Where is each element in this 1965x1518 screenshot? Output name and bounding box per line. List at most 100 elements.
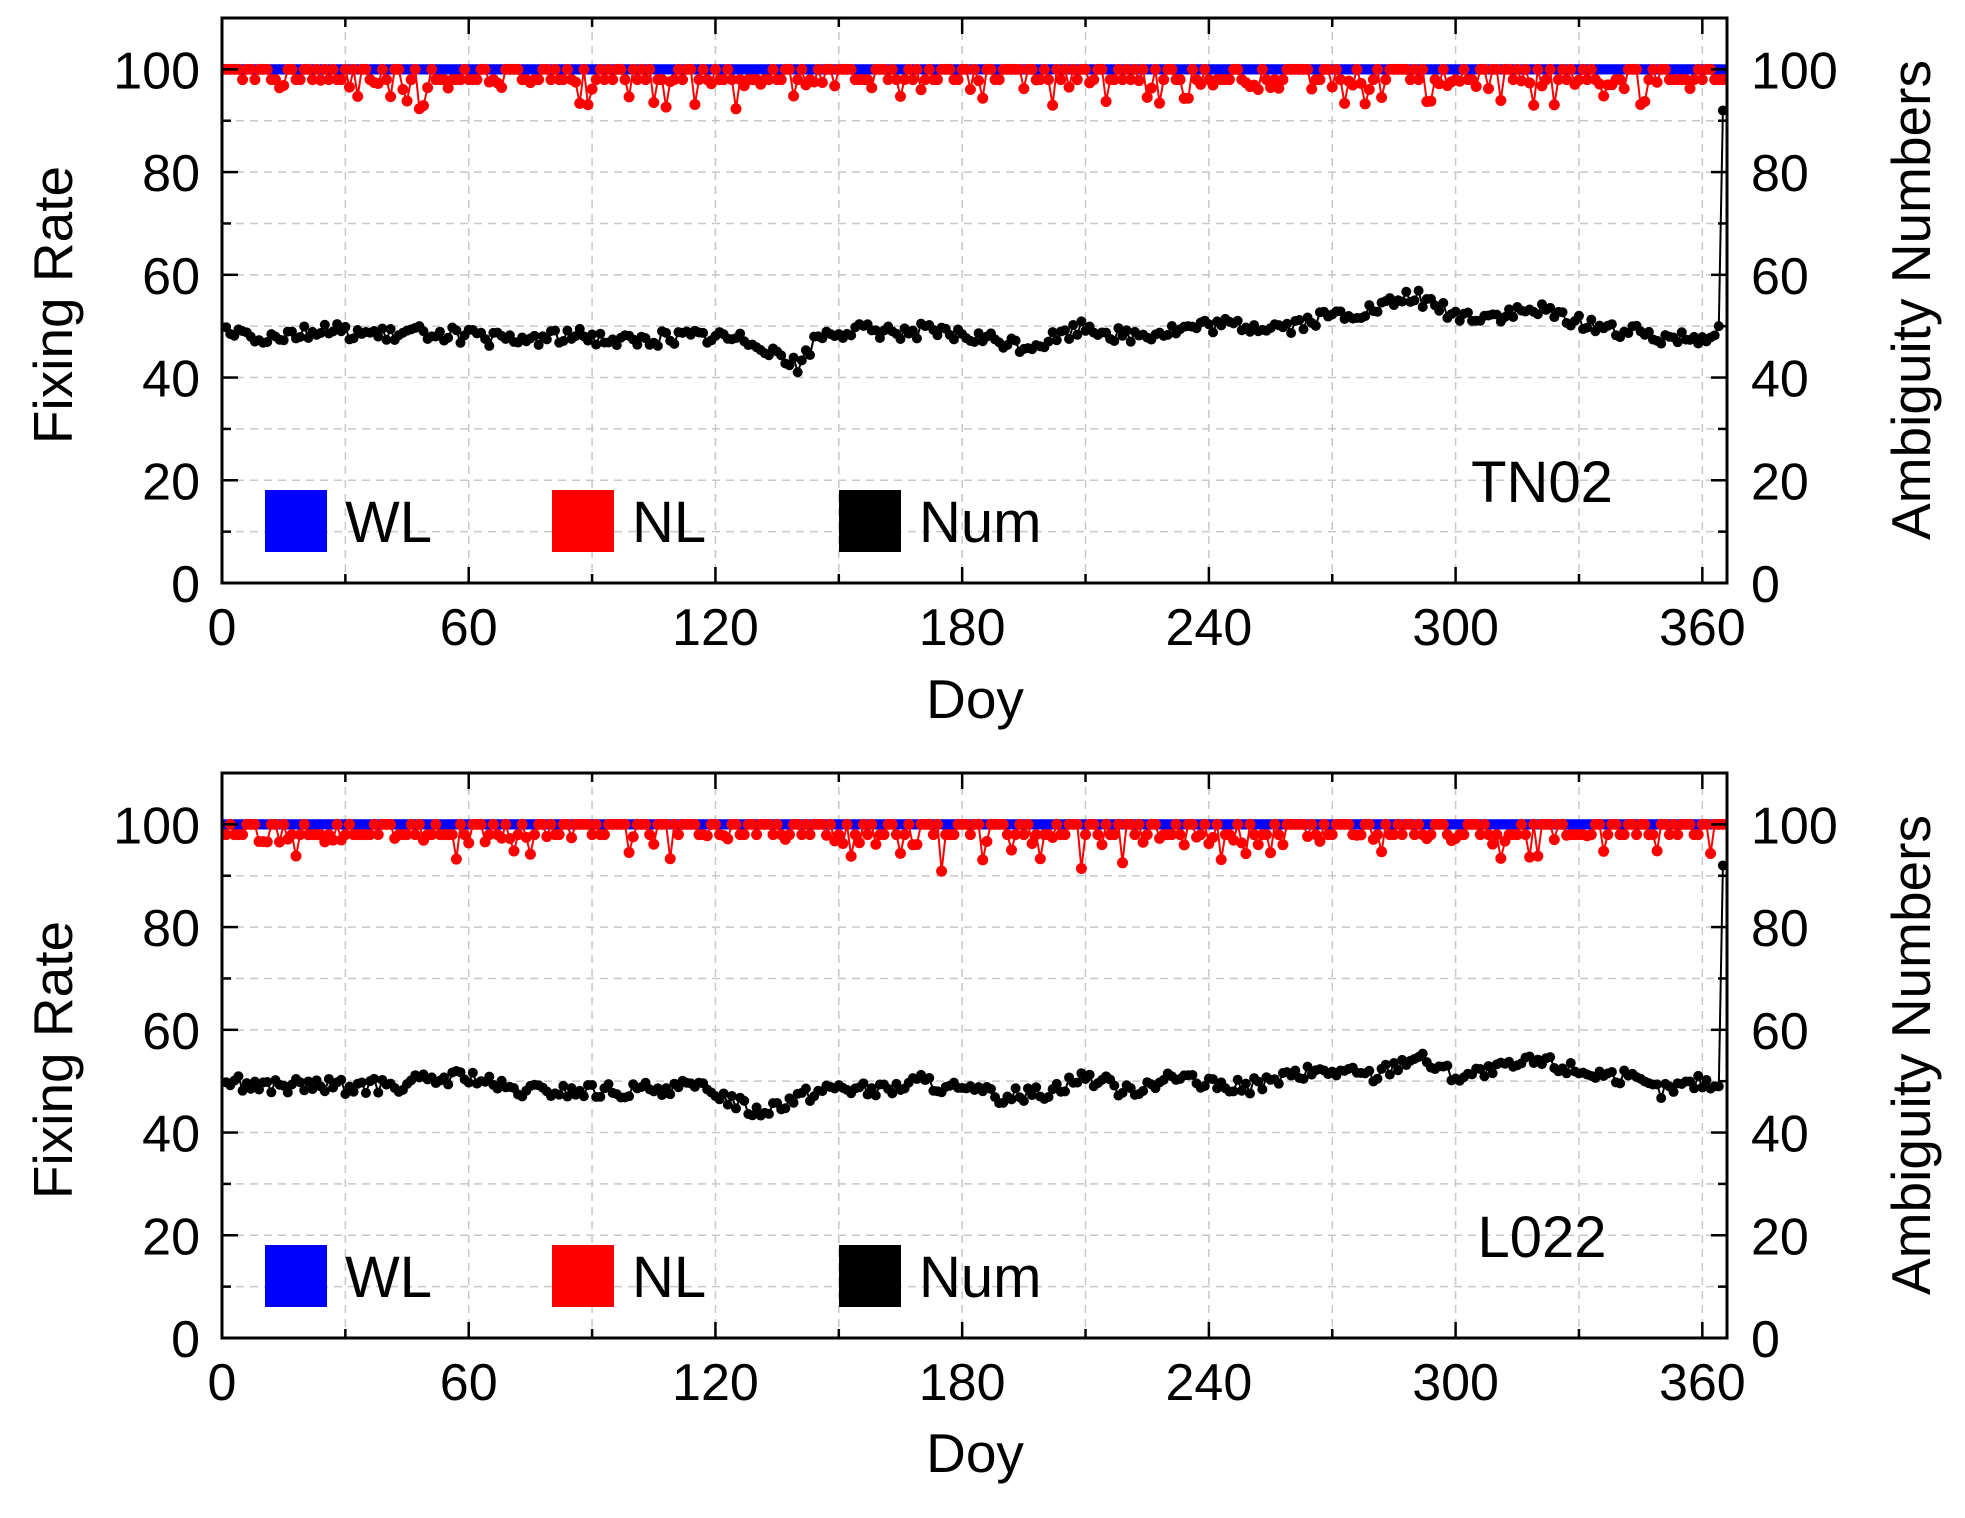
nl-point	[578, 63, 590, 75]
nl-point	[1548, 834, 1560, 846]
nl-point	[1561, 74, 1573, 86]
x-tick-label: 180	[919, 1354, 1006, 1412]
num-point	[739, 1095, 750, 1106]
nl-point	[290, 850, 302, 862]
nl-point	[890, 74, 902, 86]
num-point	[1676, 327, 1687, 338]
legend-wl-swatch	[265, 1245, 327, 1307]
nl-point	[1055, 74, 1067, 86]
num-point	[385, 324, 396, 335]
x-tick-label: 0	[208, 599, 237, 657]
nl-point	[1454, 75, 1466, 87]
y2-tick-labels: 0 20 40 60 80 100	[1751, 797, 1838, 1369]
num-point	[1401, 286, 1412, 297]
nl-point	[775, 74, 787, 86]
nl-point	[1663, 829, 1675, 841]
num-point	[731, 1103, 742, 1114]
nl-point	[845, 63, 857, 75]
nl-point	[278, 79, 290, 91]
nl-point	[582, 818, 594, 830]
num-point	[1360, 311, 1371, 322]
nl-point	[1408, 829, 1420, 841]
nl-point	[372, 829, 384, 841]
nl-point	[1059, 829, 1071, 841]
num-point	[315, 327, 326, 338]
nl-point	[615, 63, 627, 75]
y2-tick-label: 100	[1751, 42, 1838, 100]
nl-point	[648, 96, 660, 108]
nl-point	[677, 74, 689, 86]
nl-point	[1260, 829, 1272, 841]
nl-point	[500, 818, 512, 830]
nl-point	[1302, 830, 1314, 842]
nl-point	[1244, 818, 1256, 830]
nl-point	[1351, 63, 1363, 75]
nl-point	[866, 818, 878, 830]
nl-point	[1166, 63, 1178, 75]
nl-point	[751, 829, 763, 841]
nl-point	[1051, 63, 1063, 75]
tick-marks	[220, 771, 1727, 1340]
num-point	[747, 1110, 758, 1121]
num-point	[1487, 1068, 1498, 1079]
num-point	[985, 1083, 996, 1094]
nl-point	[1166, 829, 1178, 841]
nl-points	[220, 63, 1729, 115]
num-point	[632, 339, 643, 350]
nl-point	[1129, 63, 1141, 75]
nl-point	[1273, 82, 1285, 94]
num-point	[237, 1085, 248, 1096]
nl-point	[1100, 96, 1112, 108]
nl-point	[1133, 75, 1145, 87]
nl-point	[1371, 63, 1383, 75]
nl-point	[454, 74, 466, 86]
nl-point	[1557, 63, 1569, 75]
nl-point	[561, 63, 573, 75]
nl-point	[545, 818, 557, 830]
nl-point	[1018, 83, 1030, 95]
num-point	[1290, 1065, 1301, 1076]
num-point	[282, 1087, 293, 1098]
nl-point	[903, 818, 915, 830]
num-point	[1047, 327, 1058, 338]
num-points	[221, 105, 1728, 378]
nl-point	[368, 818, 380, 830]
nl-point	[1145, 82, 1157, 94]
nl-point	[1359, 98, 1371, 110]
y-tick-labels: 0 20 40 60 80 100	[113, 42, 200, 614]
num-point	[1138, 1085, 1149, 1096]
num-point	[1010, 335, 1021, 346]
num-point	[1294, 315, 1305, 326]
num-point	[1109, 1080, 1120, 1091]
nl-point	[623, 847, 635, 859]
nl-point	[866, 82, 878, 94]
nl-point	[409, 63, 421, 75]
grid	[222, 773, 1727, 1338]
num-point	[1380, 1059, 1391, 1070]
num-point	[1668, 1086, 1679, 1097]
nl-point	[1129, 829, 1141, 841]
nl-point	[1610, 818, 1622, 830]
num-point	[455, 337, 466, 348]
nl-point	[1125, 818, 1137, 830]
num-point	[924, 1072, 935, 1083]
nl-point	[553, 829, 565, 841]
num-point	[1384, 1069, 1395, 1080]
nl-point	[993, 74, 1005, 86]
num-point	[463, 1077, 474, 1088]
nl-point	[648, 838, 660, 850]
nl-point	[1186, 63, 1198, 75]
y-tick-label: 0	[171, 556, 200, 614]
nl-point	[1413, 818, 1425, 830]
num-point	[1545, 1052, 1556, 1063]
num-point	[562, 1091, 573, 1102]
nl-point	[1626, 818, 1638, 830]
x-tick-label: 180	[919, 599, 1006, 657]
nl-point	[607, 74, 619, 86]
nl-point	[796, 63, 808, 75]
nl-point	[438, 74, 450, 86]
nl-point	[286, 63, 298, 75]
nl-point	[862, 829, 874, 841]
nl-point	[1108, 829, 1120, 841]
nl-point	[812, 63, 824, 75]
